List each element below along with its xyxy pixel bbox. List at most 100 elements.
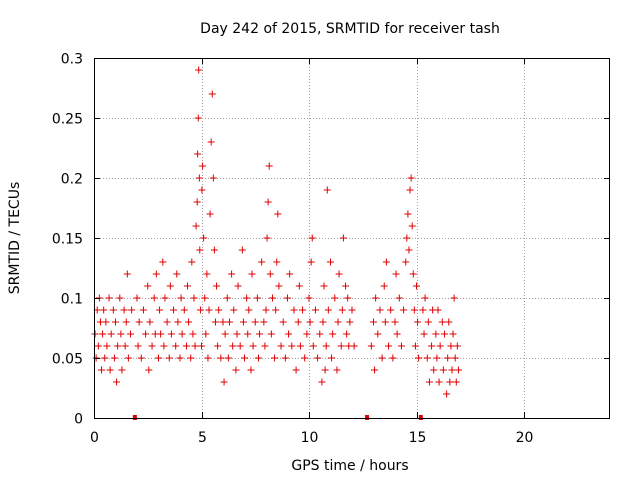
y-tick-label: 0.05	[52, 352, 83, 368]
data-point	[105, 294, 113, 302]
grid-lines	[94, 58, 610, 418]
data-point	[290, 306, 298, 314]
data-point	[433, 354, 441, 362]
data-point	[381, 318, 389, 326]
data-point	[423, 354, 431, 362]
data-point	[211, 318, 219, 326]
data-point	[139, 306, 147, 314]
data-point	[195, 174, 203, 182]
data-point	[98, 366, 106, 374]
data-point	[411, 342, 419, 350]
data-point	[378, 354, 386, 362]
data-point	[263, 234, 271, 242]
data-point	[288, 342, 296, 350]
data-point	[295, 282, 303, 290]
data-point	[344, 294, 352, 302]
data-point	[392, 270, 400, 278]
data-point	[123, 270, 131, 278]
data-point	[342, 282, 350, 290]
data-point	[101, 354, 109, 362]
data-point	[324, 306, 332, 314]
data-point	[327, 258, 334, 266]
data-point	[281, 354, 289, 362]
data-point	[446, 378, 454, 386]
data-point	[192, 222, 200, 230]
data-point	[214, 342, 222, 350]
data-point	[318, 378, 326, 386]
data-point	[230, 306, 238, 314]
data-point	[314, 354, 322, 362]
data-point	[146, 318, 154, 326]
data-point	[228, 270, 236, 278]
data-point	[223, 294, 231, 302]
data-point	[337, 342, 345, 350]
data-point	[112, 318, 119, 326]
data-point	[428, 342, 436, 350]
data-point	[450, 294, 458, 302]
data-point	[343, 330, 351, 338]
y-tick-label: 0.1	[61, 292, 83, 308]
data-point	[172, 342, 180, 350]
data-point	[279, 318, 287, 326]
data-point	[142, 330, 150, 338]
data-point	[206, 210, 214, 218]
data-point	[303, 330, 311, 338]
data-point	[185, 318, 193, 326]
data-point	[321, 366, 329, 374]
data-point	[451, 354, 459, 362]
data-point	[414, 318, 422, 326]
data-point	[165, 354, 173, 362]
data-point	[210, 246, 218, 254]
data-point	[285, 330, 293, 338]
data-point	[432, 330, 440, 338]
data-point	[323, 186, 331, 194]
data-point	[144, 282, 152, 290]
y-tick-label: 0.15	[52, 232, 83, 248]
data-point	[307, 258, 315, 266]
data-point	[452, 378, 460, 386]
data-point	[120, 306, 128, 314]
data-point	[182, 342, 190, 350]
data-point	[239, 318, 247, 326]
data-point	[311, 306, 319, 314]
data-point	[156, 306, 164, 314]
x-tick-label: 5	[198, 430, 207, 446]
data-point	[292, 366, 300, 374]
data-point	[267, 330, 275, 338]
data-point	[425, 378, 433, 386]
data-point	[102, 318, 110, 326]
data-points	[91, 66, 462, 398]
data-point	[309, 342, 317, 350]
data-point	[167, 330, 175, 338]
data-point	[408, 222, 416, 230]
data-point	[113, 378, 121, 386]
data-point	[453, 342, 461, 350]
data-point	[274, 210, 282, 218]
data-point	[402, 258, 410, 266]
data-point	[187, 354, 195, 362]
data-point	[188, 258, 196, 266]
data-point	[232, 366, 240, 374]
data-point	[420, 330, 428, 338]
data-point	[454, 366, 462, 374]
data-point	[201, 294, 209, 302]
data-point	[170, 306, 178, 314]
data-point	[413, 282, 420, 290]
data-point	[397, 342, 405, 350]
axis-ticks: 0 0.05 0.1 0.15 0.2 0.25 0.3 0 5 10 15 20	[52, 52, 610, 446]
data-point	[438, 318, 446, 326]
data-point	[241, 354, 248, 362]
data-point	[148, 342, 156, 350]
data-point	[207, 138, 215, 146]
data-point	[266, 270, 274, 278]
data-point	[348, 306, 356, 314]
data-point	[150, 294, 158, 302]
data-point	[415, 354, 423, 362]
data-point	[117, 330, 125, 338]
data-point	[334, 318, 342, 326]
data-point	[194, 150, 202, 158]
data-point	[196, 306, 204, 314]
data-point	[91, 330, 99, 338]
data-point	[400, 306, 408, 314]
data-point	[124, 354, 132, 362]
